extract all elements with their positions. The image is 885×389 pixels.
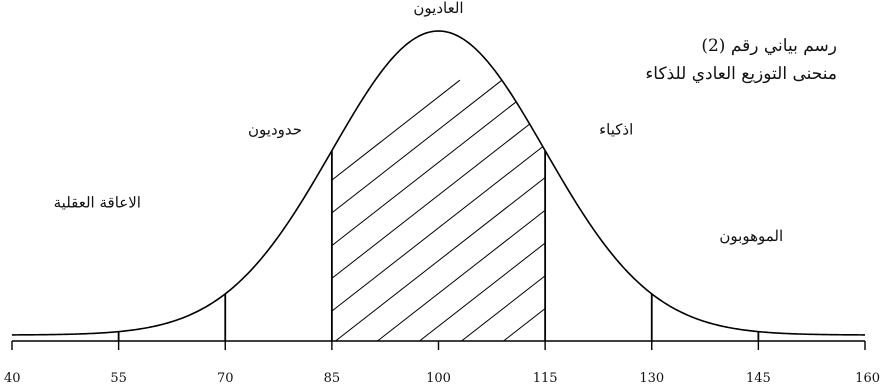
region-label: العاديون xyxy=(413,0,463,17)
hatch-line xyxy=(519,79,546,341)
region-label: الاعاقة العقلية xyxy=(54,193,141,211)
hatch-line xyxy=(331,79,545,341)
hatch-line xyxy=(331,79,461,341)
hatch-line xyxy=(477,79,546,341)
x-tick-label: 130 xyxy=(639,371,664,386)
hatch-line xyxy=(331,79,546,341)
region-label: اذكياء xyxy=(599,120,633,138)
hatch-line xyxy=(604,80,885,361)
region-label: حدوديون xyxy=(248,120,302,138)
region-labels: الاعاقة العقلية حدوديون العاديون اذكياء المو… xyxy=(54,0,784,245)
hatch-line xyxy=(331,79,546,341)
hatch-line xyxy=(331,79,546,341)
hatch-line xyxy=(772,80,885,361)
hatch-line xyxy=(814,80,885,361)
hatch-line xyxy=(856,80,885,361)
hatch-line xyxy=(435,79,546,341)
x-axis-ticks: 40 55 70 85 100 115 130 145 160 xyxy=(4,341,880,386)
hatch-line xyxy=(730,80,885,361)
x-tick-label: 160 xyxy=(855,371,880,386)
shaded-middle-region xyxy=(331,79,885,361)
hatch-line xyxy=(646,80,885,361)
hatch-line xyxy=(393,79,546,341)
hatch-line xyxy=(688,80,885,361)
x-tick-label: 145 xyxy=(746,371,771,386)
normal-curve-line xyxy=(11,30,866,336)
region-label: الموهوبون xyxy=(719,227,783,245)
hatch-line xyxy=(331,79,503,341)
x-tick-label: 70 xyxy=(217,371,234,386)
hatch-line xyxy=(351,79,546,341)
chart-caption-title: رسم بياني رقم (2) xyxy=(701,36,837,56)
chart-caption-subtitle: منحنى التوزيع العادي للذكاء xyxy=(645,64,837,84)
x-tick-label: 115 xyxy=(533,371,558,386)
x-tick-label: 100 xyxy=(426,371,451,386)
divider-lines xyxy=(117,150,760,341)
x-tick-label: 40 xyxy=(4,371,21,386)
x-tick-label: 55 xyxy=(110,371,127,386)
x-tick-label: 85 xyxy=(324,371,341,386)
